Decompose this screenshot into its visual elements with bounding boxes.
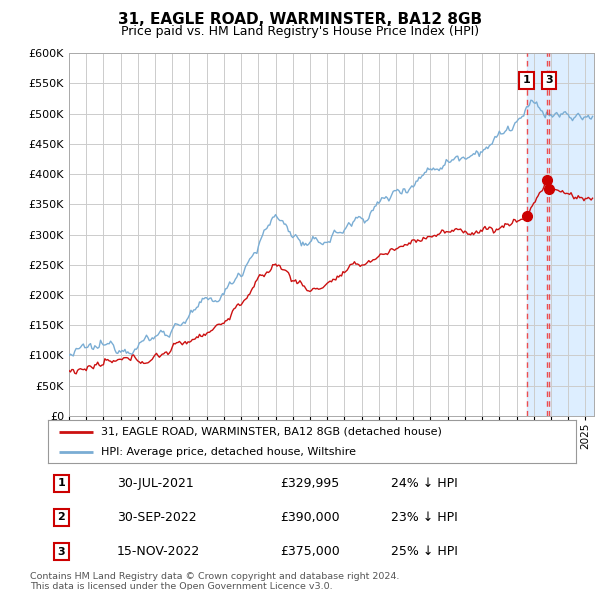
Text: £329,995: £329,995	[280, 477, 340, 490]
Text: Price paid vs. HM Land Registry's House Price Index (HPI): Price paid vs. HM Land Registry's House …	[121, 25, 479, 38]
Text: Contains HM Land Registry data © Crown copyright and database right 2024.
This d: Contains HM Land Registry data © Crown c…	[30, 572, 400, 590]
Text: £375,000: £375,000	[280, 545, 340, 558]
Text: 31, EAGLE ROAD, WARMINSTER, BA12 8GB (detached house): 31, EAGLE ROAD, WARMINSTER, BA12 8GB (de…	[101, 427, 442, 437]
Text: 3: 3	[545, 76, 553, 86]
Text: 31, EAGLE ROAD, WARMINSTER, BA12 8GB: 31, EAGLE ROAD, WARMINSTER, BA12 8GB	[118, 12, 482, 27]
Text: 24% ↓ HPI: 24% ↓ HPI	[391, 477, 458, 490]
Text: HPI: Average price, detached house, Wiltshire: HPI: Average price, detached house, Wilt…	[101, 447, 356, 457]
Text: 25% ↓ HPI: 25% ↓ HPI	[391, 545, 458, 558]
Text: 3: 3	[58, 547, 65, 556]
Text: 2: 2	[58, 513, 65, 522]
Text: 30-JUL-2021: 30-JUL-2021	[116, 477, 193, 490]
Text: 1: 1	[523, 76, 530, 86]
Text: 15-NOV-2022: 15-NOV-2022	[116, 545, 200, 558]
Text: 1: 1	[58, 478, 65, 488]
Text: 23% ↓ HPI: 23% ↓ HPI	[391, 511, 458, 524]
Text: £390,000: £390,000	[280, 511, 340, 524]
Bar	[527, 53, 594, 416]
Text: 30-SEP-2022: 30-SEP-2022	[116, 511, 196, 524]
